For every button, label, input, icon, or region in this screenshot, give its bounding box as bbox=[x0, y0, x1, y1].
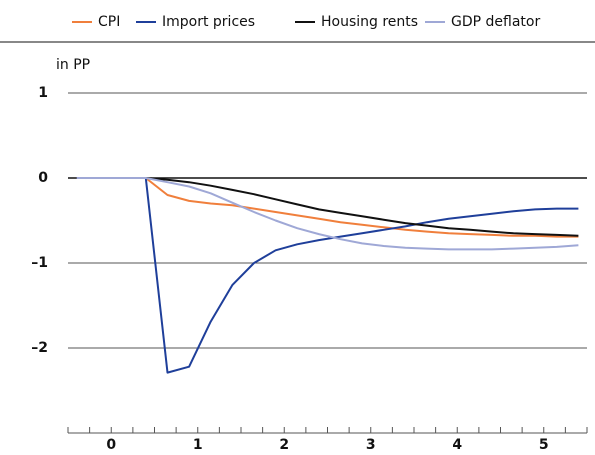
x-tick-label: 5 bbox=[539, 437, 549, 453]
y-tick-label: –1 bbox=[31, 255, 48, 271]
y-tick-label: 0 bbox=[38, 170, 48, 186]
legend-label: Housing rents bbox=[321, 14, 418, 30]
x-tick-label: 2 bbox=[279, 437, 289, 453]
legend-label: CPI bbox=[98, 14, 120, 30]
series-line bbox=[76, 177, 579, 237]
legend-label: Import prices bbox=[162, 14, 255, 30]
series-line bbox=[76, 177, 579, 251]
x-tick-label: 0 bbox=[106, 437, 116, 453]
x-tick-label: 4 bbox=[452, 437, 462, 453]
x-tick-label: 3 bbox=[366, 437, 376, 453]
y-tick-label: –2 bbox=[31, 340, 48, 356]
y-tick-label: 1 bbox=[38, 85, 48, 101]
y-axis-label: in PP bbox=[56, 57, 90, 73]
series-line bbox=[76, 177, 579, 374]
series-line bbox=[76, 177, 579, 238]
x-tick-label: 1 bbox=[193, 437, 203, 453]
legend-label: GDP deflator bbox=[451, 14, 540, 30]
